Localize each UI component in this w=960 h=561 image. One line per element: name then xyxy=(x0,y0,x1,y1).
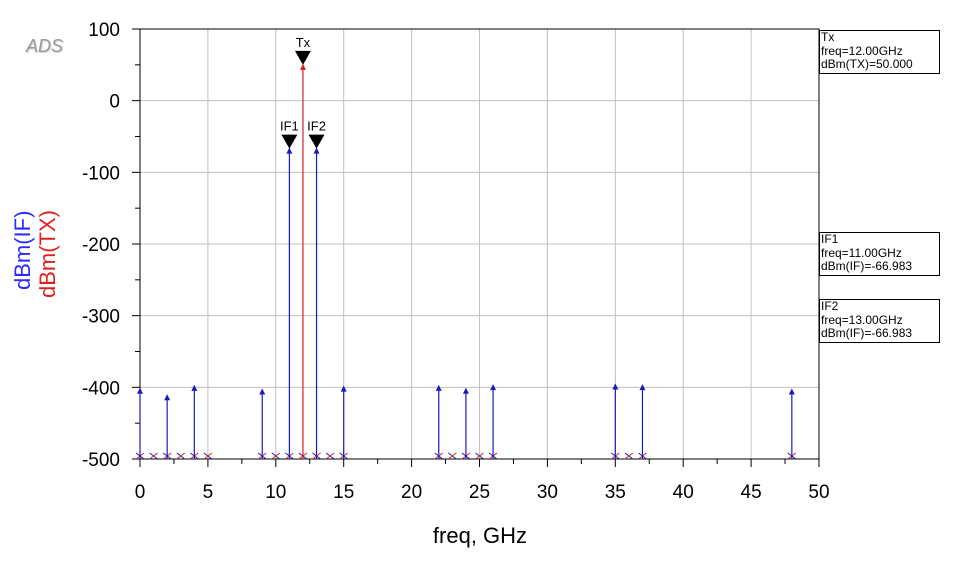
spectrum-stem-tip xyxy=(137,387,143,394)
baseline-marker xyxy=(176,452,186,460)
spectrum-stem-tip xyxy=(259,388,266,395)
spectrum-stem-tip xyxy=(286,147,293,154)
x-tick-label: 50 xyxy=(808,482,829,503)
y-tick-label: -300 xyxy=(82,307,120,328)
marker-readout-line: freq=13.00GHz xyxy=(821,312,903,327)
marker-triangle xyxy=(294,50,311,65)
marker-label: Tx xyxy=(296,35,311,50)
y-axis-label-tx: dBm(TX) xyxy=(35,210,60,298)
marker-readout-line: Tx xyxy=(821,30,835,44)
x-tick-label: 45 xyxy=(741,482,762,503)
ads-logo: ADS xyxy=(26,36,64,56)
baseline-marker xyxy=(203,452,213,460)
spectrum-stem-tip xyxy=(299,63,306,70)
x-tick-label: 35 xyxy=(605,482,626,503)
y-tick-label: 0 xyxy=(109,92,120,113)
y-tick-label: 100 xyxy=(88,20,120,41)
baseline-marker-stroke xyxy=(176,452,186,460)
x-tick-label: 5 xyxy=(203,482,214,503)
x-tick-label: 25 xyxy=(469,482,490,503)
marker-triangle xyxy=(308,134,325,149)
marker-readout-line: dBm(IF)=-66.983 xyxy=(821,259,913,273)
baseline-marker xyxy=(624,452,634,460)
marker-triangle xyxy=(281,134,298,149)
baseline-marker xyxy=(149,452,158,460)
x-tick-label: 0 xyxy=(135,482,146,503)
x-tick-label: 30 xyxy=(537,482,558,503)
baseline-marker xyxy=(271,452,281,460)
baseline-marker-stroke xyxy=(203,452,213,460)
spectrum-stem-tip xyxy=(435,384,442,391)
x-axis-label: freq, GHz xyxy=(432,523,528,548)
x-tick-label: 20 xyxy=(401,482,422,503)
baseline-marker-stroke xyxy=(475,452,484,460)
spectrum-stem-tip xyxy=(490,384,497,391)
marker-label: IF2 xyxy=(307,119,326,134)
spectrum-stem-tip xyxy=(313,147,320,154)
baseline-marker xyxy=(325,452,335,460)
spectrum-stem-tip xyxy=(639,384,646,391)
spectrum-stem-tip xyxy=(788,388,795,395)
y-axis-labels: dBm(IF) dBm(TX) xyxy=(8,168,60,308)
baseline-marker xyxy=(448,452,457,460)
marker-readout-tx: Tx freq=12.00GHz dBm(TX)=50.000 xyxy=(819,30,940,74)
y-tick-label: -100 xyxy=(82,163,120,184)
marker-label: IF1 xyxy=(280,119,299,134)
spectrum-stem-tip xyxy=(191,384,198,391)
spectrum-stem-tip xyxy=(462,387,469,394)
baseline-marker-stroke xyxy=(448,452,457,460)
x-tick-label: 15 xyxy=(333,482,354,503)
baseline-marker-stroke xyxy=(325,452,335,460)
baseline-marker xyxy=(475,452,484,460)
marker-readout-line: IF2 xyxy=(821,299,839,313)
spectrum-stem-tip xyxy=(340,385,347,392)
marker-readout-line: freq=11.00GHz xyxy=(821,245,902,260)
y-tick-label: -500 xyxy=(82,450,120,471)
marker-readout-if1: IF1 freq=11.00GHz dBm(IF)=-66.983 xyxy=(819,232,940,276)
y-tick-label: -400 xyxy=(82,378,120,399)
marker-readout-line: freq=12.00GHz xyxy=(821,43,903,58)
y-tick-label: -200 xyxy=(82,235,120,256)
spectrum-stem-tip xyxy=(612,383,619,390)
baseline-marker-stroke xyxy=(624,452,634,460)
marker-readout-if2: IF2 freq=13.00GHz dBm(IF)=-66.983 xyxy=(819,299,940,343)
baseline-marker-stroke xyxy=(149,452,158,460)
marker-readout-line: IF1 xyxy=(821,232,839,246)
x-tick-label: 10 xyxy=(265,482,286,503)
marker-readout-line: dBm(IF)=-66.983 xyxy=(821,326,913,340)
x-tick-label: 40 xyxy=(673,482,694,503)
marker-readout-line: dBm(TX)=50.000 xyxy=(821,57,913,71)
spectrum-stem-tip xyxy=(164,394,171,401)
y-axis-label-if: dBm(IF) xyxy=(10,210,35,290)
baseline-marker-stroke xyxy=(271,452,281,460)
